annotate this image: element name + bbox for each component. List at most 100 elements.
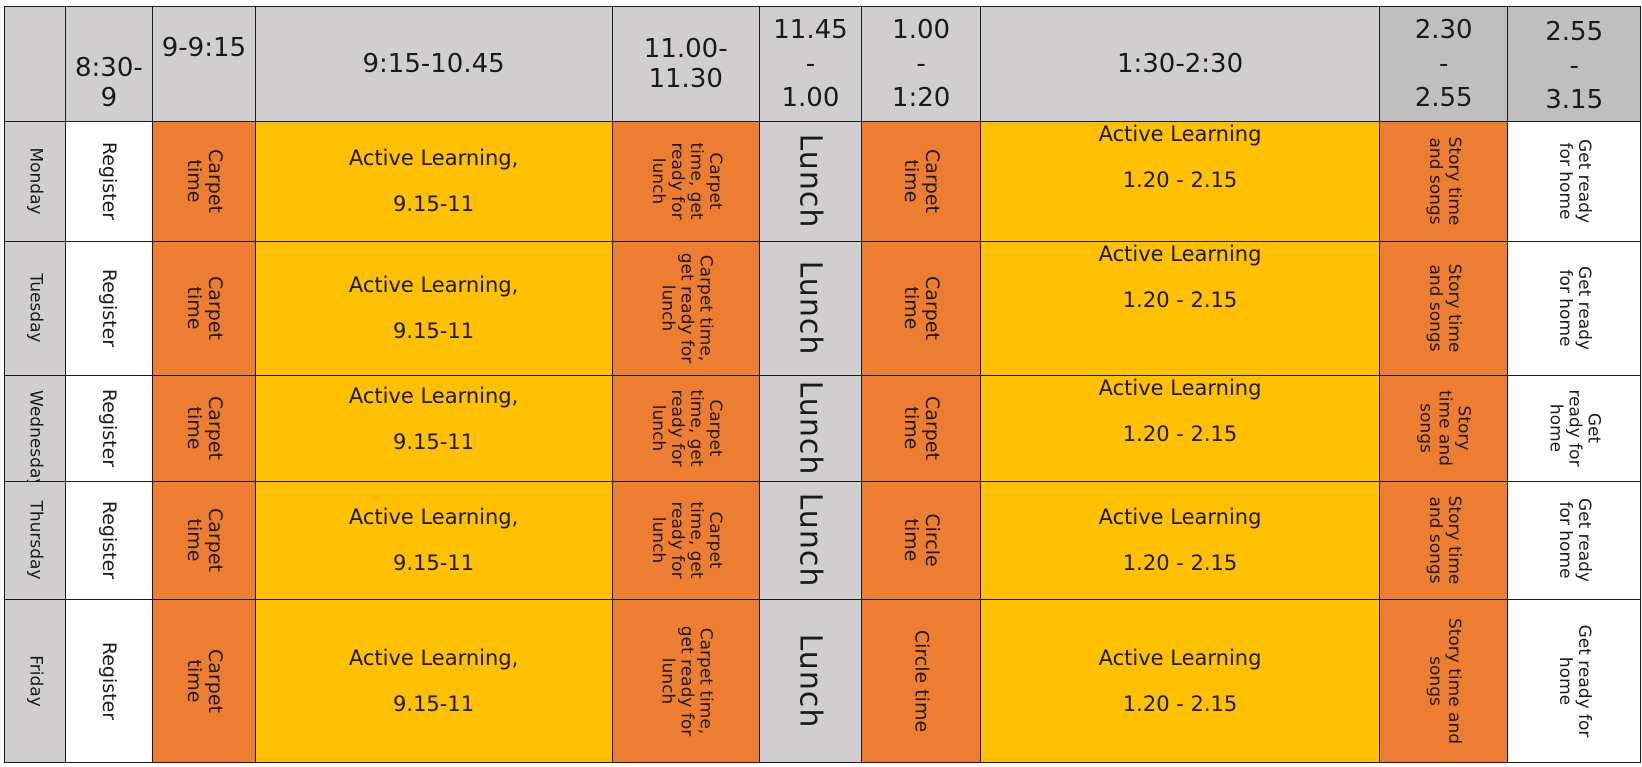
active-learning-am: Active Learning, 9.15-11	[256, 646, 611, 717]
lunch-cell: Lunch	[758, 480, 863, 601]
active-learning-am: Active Learning, 9.15-11	[256, 146, 611, 217]
register-text: Register	[97, 501, 120, 580]
active-learning-am-cell: Active Learning, 9.15-11	[254, 599, 613, 763]
afternoon-carpet-text: Carpet time	[900, 276, 944, 341]
active-learning-am: Active Learning, 9.15-11	[256, 273, 611, 344]
story-time-cell: Story time and songs	[1378, 374, 1509, 482]
lunch-text: Lunch	[792, 133, 828, 229]
story-time-text: Story time and songs	[1415, 390, 1474, 467]
story-time-cell: Story time and songs	[1378, 480, 1509, 601]
active-learning-pm-cell: Active Learning 1.20 - 2.15	[980, 240, 1380, 376]
day-label-cell: Thursday	[4, 480, 66, 601]
get-ready-home-text: Get ready for home	[1555, 498, 1595, 583]
lunch-cell: Lunch	[758, 240, 863, 376]
header-1-00-line1: 1.00	[892, 15, 951, 45]
carpet-time-cell: Carpet time	[152, 480, 256, 601]
get-ready-home-cell: Get ready for home	[1507, 480, 1641, 601]
header-2-55-line3: 3.15	[1545, 85, 1604, 115]
active-learning-am-cell: Active Learning, 9.15-11	[254, 480, 613, 601]
active-learning-am-title: Active Learning,	[348, 273, 519, 298]
header-11-00-line1: 11.00-	[643, 34, 728, 64]
active-learning-pm: Active Learning 1.20 - 2.15	[982, 122, 1379, 192]
active-learning-am-time: 9.15-11	[393, 319, 475, 344]
carpet-time-text: Carpet time	[182, 149, 226, 214]
header-11-00: 11.00- 11.30	[611, 6, 760, 122]
active-learning-am-cell: Active Learning, 9.15-11	[254, 240, 613, 376]
carpet-time-text: Carpet time	[182, 276, 226, 341]
carpet-time-text: Carpet time	[182, 649, 226, 713]
active-learning-am: Active Learning, 9.15-11	[256, 384, 611, 454]
afternoon-carpet-cell: Carpet time	[861, 121, 982, 242]
active-learning-pm-title: Active Learning	[1098, 241, 1262, 266]
day-label-cell: Tuesday	[4, 240, 66, 376]
active-learning-pm: Active Learning 1.20 - 2.15	[982, 241, 1379, 311]
lunch-cell: Lunch	[758, 599, 863, 763]
day-row-monday: Monday Register Carpet time Active Learning…	[4, 121, 1641, 242]
prelunch-cell: Carpet time, get ready for lunch	[611, 599, 760, 763]
active-learning-pm: Active Learning 1.20 - 2.15	[982, 376, 1379, 446]
get-ready-home-cell: Get ready for home	[1507, 374, 1641, 482]
header-2-30: 2.30 - 2.55	[1378, 6, 1509, 122]
day-row-tuesday: Tuesday Register Carpet time Active Learnin…	[4, 240, 1641, 376]
active-learning-pm: Active Learning 1.20 - 2.15	[982, 646, 1379, 716]
register-cell: Register	[64, 121, 154, 242]
prelunch-text: Carpet time, get ready for lunch	[647, 389, 725, 467]
active-learning-pm-title: Active Learning	[1098, 505, 1262, 530]
header-1-00-line3: 1:20	[891, 83, 951, 113]
header-1-30-line1: 1:30-2:30	[1116, 49, 1244, 79]
story-time-text: Story time and songs	[1424, 263, 1464, 353]
prelunch-text: Carpet time, get ready for lunch	[657, 252, 716, 364]
header-8-30-line1: 8:30-	[75, 53, 143, 83]
active-learning-pm-cell: Active Learning 1.20 - 2.15	[980, 599, 1380, 763]
header-11-45-line1: 11.45	[773, 15, 848, 45]
header-2-30-line2: -	[1438, 49, 1449, 79]
prelunch-cell: Carpet time, get ready for lunch	[611, 121, 760, 242]
register-text: Register	[97, 641, 120, 721]
prelunch-cell: Carpet time, get ready for lunch	[611, 240, 760, 376]
header-11-45-line3: 1.00	[781, 83, 840, 113]
story-time-text: Story time and songs	[1424, 617, 1464, 745]
day-row-wednesday: Wednesday Register Carpet time Active Learn…	[4, 374, 1641, 482]
header-row: 8:30- 9 9-9:15 9:15-10.45 11.00- 11.30 1…	[4, 6, 1641, 122]
header-11-00-line2: 11.30	[648, 64, 723, 94]
header-1-00: 1.00 - 1:20	[861, 6, 982, 122]
active-learning-pm-time: 1.20 - 2.15	[1122, 421, 1238, 446]
afternoon-carpet-cell: Carpet time	[861, 240, 982, 376]
story-time-cell: Story time and songs	[1378, 240, 1509, 376]
active-learning-am-time: 9.15-11	[393, 192, 475, 217]
active-learning-am-time: 9.15-11	[393, 692, 475, 717]
header-2-55: 2.55 - 3.15	[1507, 6, 1641, 122]
get-ready-home-text: Get ready for home	[1555, 266, 1595, 351]
header-8-30: 8:30- 9	[64, 6, 154, 122]
afternoon-carpet-cell: Circle time	[861, 599, 982, 763]
header-2-55-line2: -	[1569, 51, 1579, 81]
header-8-30-line2: 9	[100, 83, 118, 113]
register-cell: Register	[64, 480, 154, 601]
header-11-45-line2: -	[805, 49, 816, 79]
get-ready-home-text: Get ready for home	[1545, 389, 1604, 467]
register-text: Register	[97, 389, 120, 468]
story-time-text: Story time and songs	[1424, 136, 1464, 226]
day-row-friday: Friday Register Carpet time Active Learning…	[4, 599, 1641, 763]
active-learning-am: Active Learning, 9.15-11	[256, 505, 611, 576]
active-learning-am-time: 9.15-11	[393, 551, 475, 576]
header-9: 9-9:15	[152, 6, 256, 122]
active-learning-pm-time: 1.20 - 2.15	[1122, 168, 1238, 192]
active-learning-am-title: Active Learning,	[348, 646, 519, 671]
header-9-15: 9:15-10.45	[254, 6, 613, 122]
header-9-line1: 9-9:15	[161, 33, 247, 63]
active-learning-pm-time: 1.20 - 2.15	[1122, 551, 1238, 576]
active-learning-am-title: Active Learning,	[348, 146, 519, 171]
prelunch-cell: Carpet time, get ready for lunch	[611, 374, 760, 482]
lunch-text: Lunch	[792, 260, 828, 356]
day-name: Friday	[25, 655, 46, 707]
prelunch-cell: Carpet time, get ready for lunch	[611, 480, 760, 601]
carpet-time-text: Carpet time	[182, 508, 226, 573]
afternoon-carpet-text: Carpet time	[900, 396, 944, 461]
story-time-text: Story time and songs	[1424, 495, 1464, 585]
header-11-45: 11.45 - 1.00	[758, 6, 863, 122]
day-label-cell: Friday	[4, 599, 66, 763]
header-1-30: 1:30-2:30	[980, 6, 1380, 122]
active-learning-pm-cell: Active Learning 1.20 - 2.15	[980, 121, 1380, 242]
lunch-text: Lunch	[792, 633, 828, 729]
